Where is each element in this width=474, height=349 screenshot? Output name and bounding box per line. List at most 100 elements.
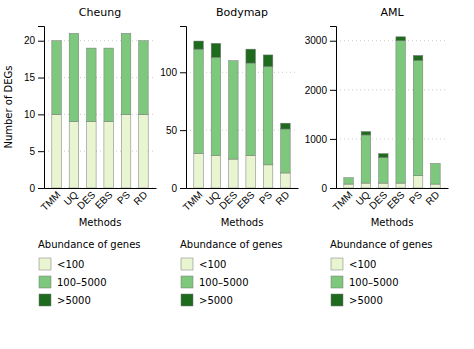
tick: RD (131, 189, 149, 207)
bar (211, 43, 221, 57)
tick-label: PS (407, 189, 424, 206)
bar (104, 48, 114, 49)
y-axis-title: Number of DEGs (3, 65, 14, 148)
axis-line (45, 188, 157, 189)
tick-label: 2000 (305, 85, 328, 96)
bar (379, 154, 389, 158)
bar (344, 177, 354, 178)
legend-swatch (181, 276, 193, 288)
tick: 0 (171, 183, 186, 194)
tick-label: 0 (321, 183, 327, 194)
bar (361, 183, 371, 188)
tick-mark (38, 78, 44, 79)
panel: 050100TMMUQDESEBSPSRDBodymapMethodsAbund… (160, 6, 298, 306)
tick-mark (330, 188, 336, 189)
bar (87, 122, 97, 188)
legend-swatch (331, 258, 343, 270)
series (194, 49, 290, 173)
bar (413, 176, 423, 188)
bar (396, 183, 406, 188)
grid (336, 41, 448, 188)
bar (431, 163, 441, 164)
legend: Abundance of genes<100100–5000>5000 (180, 239, 283, 306)
legend-label: 100–5000 (199, 277, 249, 288)
bars (344, 37, 440, 188)
bar (211, 156, 221, 188)
tick-label: DES (367, 189, 390, 212)
bar (263, 67, 273, 165)
series (52, 114, 148, 188)
series (194, 153, 290, 188)
grid-line (336, 89, 448, 90)
tick: EBS (93, 189, 115, 211)
tick-mark (330, 139, 336, 140)
bar (281, 123, 291, 129)
bar (69, 122, 79, 188)
tick-mark (180, 130, 186, 131)
tick: 0 (321, 183, 336, 194)
bar (281, 129, 291, 173)
tick-mark (180, 72, 186, 73)
bar (121, 33, 131, 114)
tick-label: 1000 (305, 134, 328, 145)
legend: Abundance of genes<100100–5000>5000 (330, 239, 433, 306)
legend-swatch (39, 276, 51, 288)
bar (69, 33, 79, 34)
legend-label: 100–5000 (349, 277, 399, 288)
axis-line (330, 27, 337, 189)
legend-swatch (181, 294, 193, 306)
bar (361, 132, 371, 135)
tick: 1000 (305, 134, 336, 145)
grid-line (336, 40, 448, 41)
tick-label: 5 (29, 146, 35, 157)
series (344, 176, 440, 188)
tick-label: RD (423, 189, 441, 207)
bar (396, 37, 406, 41)
bar (379, 183, 389, 188)
tick-label: TMM (39, 189, 63, 213)
tick: DES (75, 189, 98, 212)
bar (139, 41, 149, 115)
tick: RD (423, 189, 441, 207)
title: AML (380, 6, 404, 19)
tick: 10 (24, 109, 44, 120)
legend-label: >5000 (199, 295, 233, 306)
tick-mark (330, 41, 336, 42)
tick-label: 100 (160, 67, 177, 78)
bar (87, 48, 97, 49)
bar (246, 63, 256, 156)
tick-mark (180, 188, 186, 189)
tick-mark (38, 151, 44, 152)
bar (211, 57, 221, 155)
tick: 3000 (305, 35, 336, 46)
bar (263, 55, 273, 67)
tick: EBS (235, 189, 257, 211)
axis-line (180, 27, 187, 189)
series (361, 37, 423, 158)
tick: TMM (39, 189, 63, 213)
bar (121, 114, 131, 188)
x-axis-title: Methods (221, 217, 264, 228)
chart: 05101520TMMUQDESEBSPSRDCheungMethodsNumb… (0, 0, 474, 349)
bar (413, 55, 423, 60)
bar (246, 49, 256, 63)
tick-label: RD (273, 189, 291, 207)
legend-label: >5000 (57, 295, 91, 306)
tick: 5 (29, 146, 44, 157)
tick-mark (38, 41, 44, 42)
tick-label: RD (131, 189, 149, 207)
legend-label: >5000 (349, 295, 383, 306)
legend-swatch (331, 294, 343, 306)
tick: EBS (385, 189, 407, 211)
bar (194, 41, 204, 49)
tick-label: 20 (24, 35, 36, 46)
x-axis: TMMUQDESEBSPSRD (181, 189, 299, 213)
bar (281, 173, 291, 188)
series (52, 33, 148, 121)
tick-label: 50 (166, 125, 178, 136)
axis-line (38, 27, 45, 189)
tick: DES (217, 189, 240, 212)
bar (229, 60, 239, 61)
axis-line (337, 188, 449, 189)
tick-label: PS (257, 189, 274, 206)
